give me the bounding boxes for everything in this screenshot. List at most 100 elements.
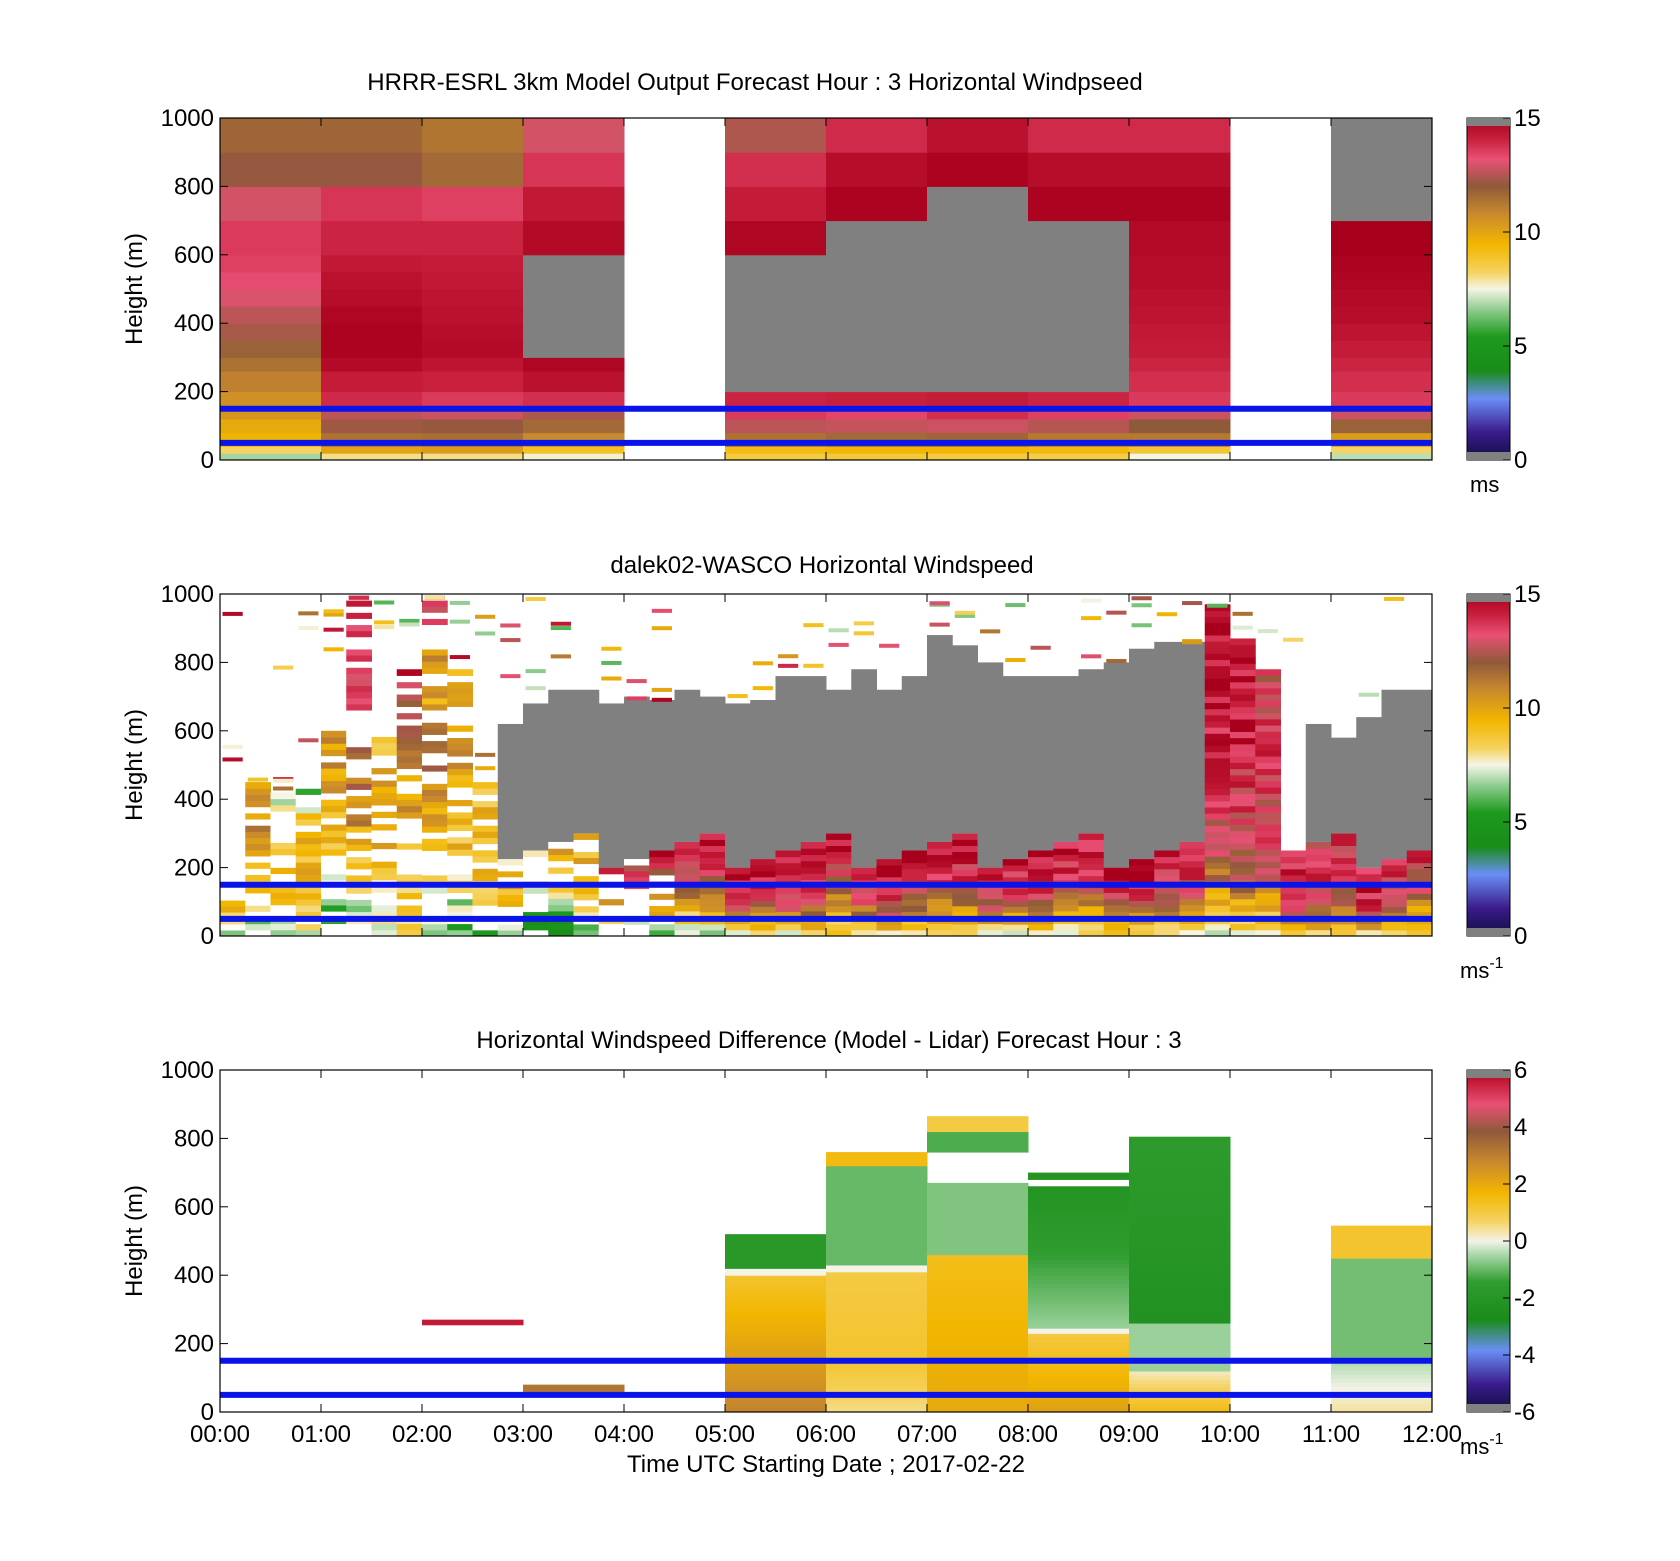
heatmap-cell <box>901 887 928 894</box>
x-tick-label: 09:00 <box>1099 1421 1159 1448</box>
heatmap-cell <box>295 923 322 931</box>
heatmap-cell <box>1129 1335 1231 1340</box>
heatmap-cell <box>396 700 423 707</box>
heatmap-cell <box>1255 774 1281 782</box>
heatmap-cell <box>1154 862 1180 870</box>
heatmap-cell <box>346 923 372 931</box>
heatmap-cell <box>396 793 423 801</box>
heatmap-cell <box>1129 1347 1231 1352</box>
heatmap-cell <box>447 836 473 844</box>
heatmap-cell <box>523 862 549 870</box>
heatmap-cell <box>422 783 448 790</box>
heatmap-cell <box>876 906 903 913</box>
heatmap-cell <box>1129 1351 1231 1356</box>
heatmap-cell <box>1028 1226 1130 1232</box>
heatmap-cell <box>1129 1248 1231 1254</box>
heatmap-cell <box>1053 898 1079 906</box>
heatmap-cell <box>396 811 423 819</box>
heatmap-cell <box>725 1246 827 1252</box>
heatmap-cell <box>1230 898 1256 906</box>
heatmap-cell <box>725 1382 827 1388</box>
heatmap-cell <box>346 758 372 766</box>
heatmap-cell <box>1331 1287 1433 1292</box>
heatmap-cell <box>826 863 852 871</box>
heatmap-cell <box>649 923 675 931</box>
heatmap-cell <box>1129 1285 1231 1291</box>
heatmap-cell <box>725 1308 827 1314</box>
heatmap-cell <box>1078 929 1105 937</box>
heatmap-cell <box>523 868 549 876</box>
heatmap-cell <box>1028 1295 1130 1301</box>
heatmap-cell <box>1255 694 1281 701</box>
heatmap-cell <box>321 152 423 187</box>
heatmap-cell <box>321 799 347 806</box>
heatmap-cell <box>523 152 625 187</box>
heatmap-cell <box>624 870 650 878</box>
missing-data-cell <box>1078 669 1105 834</box>
heatmap-cell <box>447 886 473 894</box>
heatmap-cell <box>346 813 372 821</box>
heatmap-cell <box>1129 289 1231 307</box>
heatmap-cell <box>374 620 395 625</box>
heatmap-cell <box>1129 1260 1231 1266</box>
x-tick-label: 00:00 <box>190 1421 250 1448</box>
heatmap-cell <box>548 904 574 912</box>
heatmap-cell <box>800 892 827 899</box>
y-tick-label: 600 <box>174 242 214 269</box>
heatmap-cell <box>220 906 246 913</box>
heatmap-cell <box>422 868 448 876</box>
heatmap-cell <box>346 899 372 906</box>
heatmap-cell <box>1406 868 1433 876</box>
heatmap-cell <box>1331 446 1433 454</box>
heatmap-cell <box>1028 453 1130 461</box>
heatmap-cell <box>1255 855 1281 863</box>
heatmap-cell <box>1204 745 1231 753</box>
heatmap-cell <box>725 1374 827 1380</box>
heatmap-cell <box>1129 1153 1231 1158</box>
heatmap-cell <box>826 1256 928 1262</box>
heatmap-cell <box>1230 886 1256 894</box>
colorbar-tick-label: 2 <box>1514 1171 1527 1198</box>
heatmap-cell <box>1204 862 1231 869</box>
heatmap-cell <box>1129 1227 1231 1233</box>
heatmap-cell <box>952 869 978 877</box>
heatmap-cell <box>725 323 827 341</box>
heatmap-cell <box>980 629 1001 634</box>
heatmap-cell <box>1255 681 1281 689</box>
heatmap-cell <box>447 904 473 912</box>
heatmap-cell <box>270 867 297 875</box>
heatmap-cell <box>775 868 802 876</box>
heatmap-cell <box>778 654 799 659</box>
heatmap-cell <box>826 1223 928 1229</box>
heatmap-cell <box>927 1143 1029 1149</box>
heatmap-cell <box>977 867 1004 875</box>
heatmap-cell <box>396 675 423 683</box>
missing-data-cell <box>1154 641 1180 851</box>
heatmap-cell <box>1331 1274 1433 1280</box>
heatmap-cell <box>1129 1294 1231 1299</box>
heatmap-cell <box>952 911 978 919</box>
heatmap-cell <box>422 819 448 827</box>
heatmap-cell <box>598 873 625 881</box>
heatmap-cell <box>1129 152 1231 187</box>
heatmap-cell <box>447 824 473 832</box>
heatmap-cell <box>1280 862 1307 870</box>
heatmap-cell <box>1028 1378 1130 1384</box>
heatmap-cell <box>699 893 726 901</box>
heatmap-cell <box>472 923 499 931</box>
heatmap-cell <box>422 685 448 693</box>
heatmap-cell <box>1255 923 1281 931</box>
heatmap-cell <box>1384 596 1405 601</box>
heatmap-cell <box>523 220 625 256</box>
heatmap-cell <box>952 887 978 895</box>
heatmap-cell <box>624 876 650 884</box>
heatmap-cell <box>1129 888 1155 896</box>
heatmap-cell <box>1230 793 1256 801</box>
heatmap-cell <box>1204 677 1231 685</box>
heatmap-cell <box>1028 1383 1130 1388</box>
missing-data-cell <box>775 676 802 851</box>
heatmap-cell <box>826 1374 928 1379</box>
heatmap-cell <box>396 762 423 769</box>
heatmap-cell <box>422 807 448 815</box>
heatmap-cell <box>295 886 322 894</box>
